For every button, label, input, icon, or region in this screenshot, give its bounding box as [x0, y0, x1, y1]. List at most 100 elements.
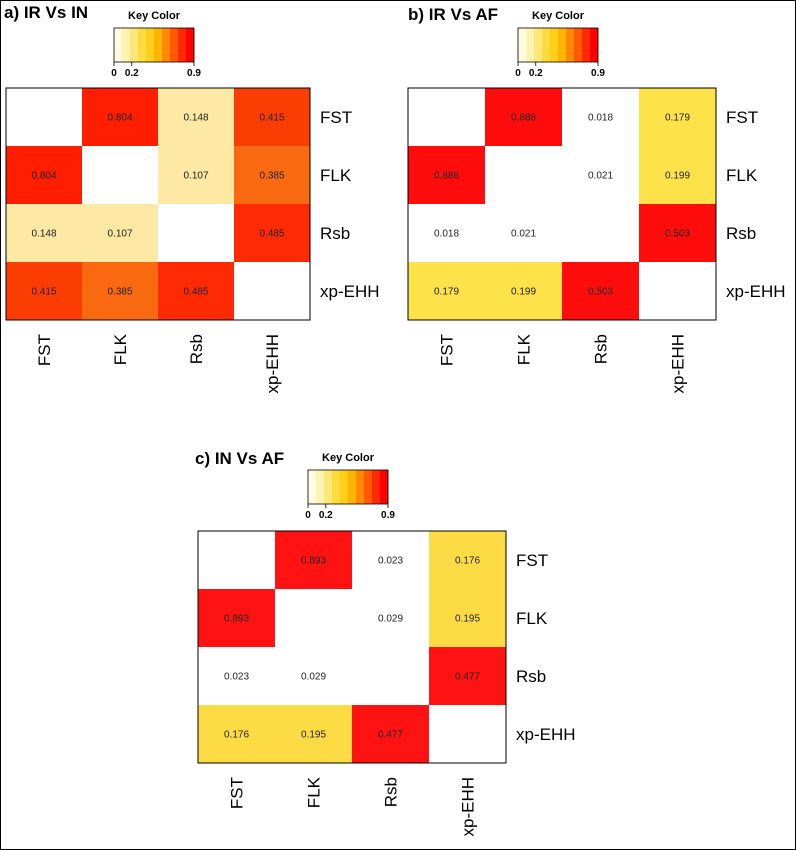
- column-label: xp-EHH: [669, 334, 688, 394]
- cell-value-label: 0.477: [455, 672, 480, 683]
- heatmap-border: [5, 87, 311, 321]
- column-label: Rsb: [382, 777, 401, 807]
- column-label: xp-EHH: [459, 777, 478, 837]
- heatmap-cell: [82, 262, 158, 320]
- heatmap-cell: [82, 88, 158, 146]
- key-border: [113, 27, 195, 63]
- cell-value-label: 0.503: [665, 229, 690, 240]
- key-swatch: [114, 28, 123, 62]
- cell-value-label: 0.176: [224, 730, 249, 741]
- heatmap-cell: [429, 531, 506, 589]
- key-swatch: [534, 28, 543, 62]
- key-swatch: [308, 470, 317, 504]
- heatmap-cell: [429, 589, 506, 647]
- key-border: [307, 469, 389, 505]
- key-swatch: [550, 28, 559, 62]
- heatmap-cell: [6, 204, 82, 262]
- key-swatch: [324, 470, 333, 504]
- heatmap-cell: [352, 647, 429, 705]
- heatmap-cell: [639, 262, 716, 320]
- cell-value-label: 0.199: [511, 287, 536, 298]
- cell-value-label: 0.485: [183, 287, 208, 298]
- heatmap-cell: [275, 589, 352, 647]
- key-swatch: [590, 28, 599, 62]
- key-swatch: [364, 470, 373, 504]
- cell-value-label: 0.886: [511, 113, 536, 124]
- heatmap-cell: [234, 262, 310, 320]
- cell-value-label: 0.023: [378, 556, 403, 567]
- column-label: FLK: [515, 333, 534, 365]
- cell-value-label: 0.199: [665, 171, 690, 182]
- key-tick-label: 0.9: [591, 68, 605, 79]
- heatmap-cell: [158, 262, 234, 320]
- column-label: Rsb: [187, 334, 206, 364]
- key-swatch: [316, 470, 325, 504]
- key-swatch: [162, 28, 171, 62]
- heatmap-cell: [639, 204, 716, 262]
- key-title: Key Color: [322, 452, 375, 464]
- cell-value-label: 0.148: [183, 113, 208, 124]
- cell-value-label: 0.018: [588, 113, 613, 124]
- heatmap-cell: [485, 88, 562, 146]
- panel-title: b) IR Vs AF: [408, 5, 498, 24]
- key-swatch: [170, 28, 179, 62]
- key-swatch: [372, 470, 381, 504]
- heatmap-cell: [485, 146, 562, 204]
- row-label: xp-EHH: [516, 725, 576, 744]
- key-tick-label: 0.2: [529, 68, 543, 79]
- heatmap-cell: [6, 88, 82, 146]
- column-label: FLK: [111, 333, 130, 365]
- heatmap-cell: [408, 262, 485, 320]
- cell-value-label: 0.107: [183, 171, 208, 182]
- column-label: xp-EHH: [263, 334, 282, 394]
- heatmap-cell: [352, 531, 429, 589]
- row-label: FST: [516, 551, 548, 570]
- color-key: Key Color 0 0.2 0.9: [111, 10, 201, 79]
- heatmap-cell: [198, 705, 275, 763]
- key-swatch: [348, 470, 357, 504]
- cell-value-label: 0.195: [455, 614, 480, 625]
- cell-value-label: 0.148: [31, 229, 56, 240]
- heatmap-cell: [639, 88, 716, 146]
- heatmap-cell: [198, 647, 275, 705]
- heatmap-cell: [158, 88, 234, 146]
- heatmap-cell: [198, 531, 275, 589]
- row-label: xp-EHH: [726, 282, 786, 301]
- key-swatch: [526, 28, 535, 62]
- cell-value-label: 0.415: [31, 287, 56, 298]
- row-label: FST: [320, 108, 352, 127]
- heatmap-cell: [562, 262, 639, 320]
- heatmap-cell: [429, 647, 506, 705]
- heatmap-cell: [82, 146, 158, 204]
- cell-value-label: 0.176: [455, 556, 480, 567]
- row-label: FST: [726, 108, 758, 127]
- key-tick-label: 0.2: [125, 68, 139, 79]
- cell-value-label: 0.021: [588, 171, 613, 182]
- cell-value-label: 0.893: [224, 614, 249, 625]
- cell-value-label: 0.021: [511, 229, 536, 240]
- row-label: Rsb: [516, 667, 546, 686]
- cell-value-label: 0.804: [31, 171, 56, 182]
- key-tick-label: 0.9: [381, 510, 395, 521]
- key-tick-label: 0: [515, 68, 521, 79]
- panel-title: a) IR Vs IN: [4, 3, 88, 22]
- heatmap-panel-0: a) IR Vs IN Key Color 0 0.2 0.9 0.804 0.148 0.4…: [4, 3, 380, 394]
- cell-value-label: 0.503: [588, 287, 613, 298]
- heatmap-cell: [408, 204, 485, 262]
- key-title: Key Color: [532, 10, 585, 22]
- column-label: FLK: [305, 776, 324, 808]
- column-label: FST: [438, 334, 457, 366]
- heatmap-cell: [6, 146, 82, 204]
- key-title: Key Color: [128, 10, 181, 22]
- heatmap-cell: [352, 589, 429, 647]
- key-border: [517, 27, 599, 63]
- cell-value-label: 0.385: [259, 171, 284, 182]
- color-key: Key Color 0 0.2 0.9: [305, 452, 395, 521]
- key-swatch: [332, 470, 341, 504]
- heatmap-cell: [234, 146, 310, 204]
- heatmap-cell: [158, 204, 234, 262]
- heatmap-cell: [352, 705, 429, 763]
- column-label: FST: [228, 777, 247, 809]
- cell-value-label: 0.023: [224, 672, 249, 683]
- heatmap-cell: [82, 204, 158, 262]
